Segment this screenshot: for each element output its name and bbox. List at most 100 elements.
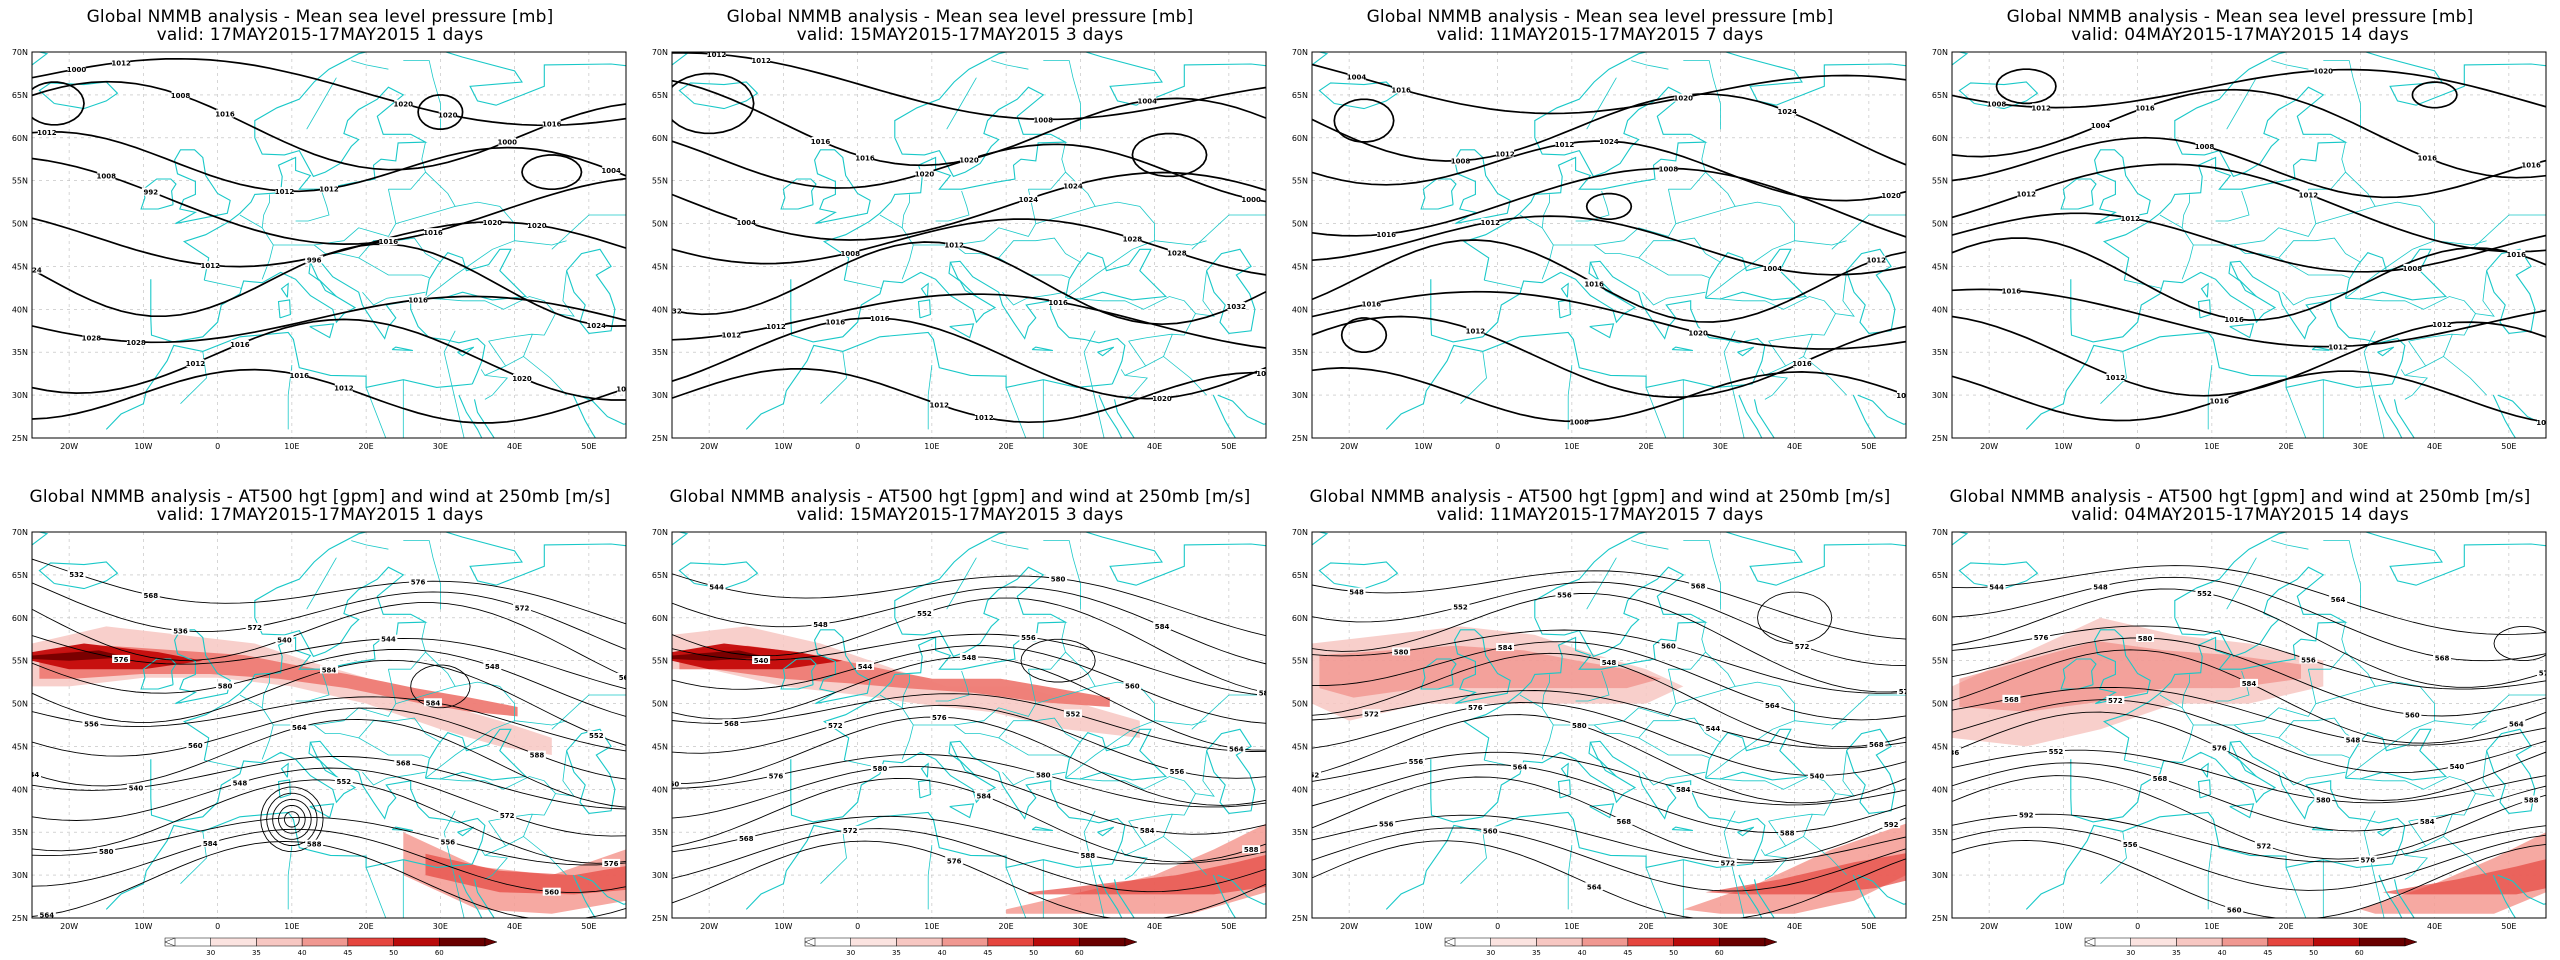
height-contour (32, 635, 626, 690)
contour-label: 572 (515, 604, 530, 612)
isobar (672, 241, 1266, 326)
contour-label-bg (2299, 655, 2318, 664)
contour-label: 576 (947, 857, 962, 865)
isobar-closed (1131, 132, 1208, 178)
coastline (2393, 399, 2415, 438)
lon-tick-label: 10E (284, 922, 299, 931)
country-border (2434, 240, 2487, 246)
contour-label-bg (737, 833, 756, 842)
contour-label-bg (1227, 301, 1246, 310)
height-contour (1312, 593, 1906, 693)
contour-label: 588 (1080, 852, 1095, 860)
contour-label-bg (1689, 328, 1708, 337)
contour-label-bg (1451, 156, 1470, 165)
country-border (365, 867, 387, 918)
colorbar-swatch (2313, 937, 2360, 947)
country-border (2315, 686, 2376, 704)
contour-label-bg (1167, 767, 1186, 776)
contour-label: 1012 (275, 188, 295, 196)
isobar-closed (2411, 81, 2458, 109)
contour-label: 540 (277, 636, 292, 644)
contour-label: 1012 (2017, 191, 2037, 199)
country-border (913, 669, 1037, 726)
coastline (444, 52, 626, 106)
country-border (1120, 820, 1147, 856)
title-line1: Global NMMB analysis - AT500 hgt [gpm] a… (29, 487, 611, 507)
map-frame (31, 531, 627, 919)
coastline (1385, 331, 1753, 430)
country-border (1154, 240, 1207, 246)
contour-label-bg (1347, 72, 1366, 81)
coastline (1852, 394, 1906, 438)
map-background (1312, 532, 1906, 918)
coastline (920, 282, 929, 298)
country-border (935, 190, 970, 222)
country-border (421, 142, 515, 299)
contour-label: 1004 (601, 167, 621, 175)
country-border (1191, 214, 1266, 250)
coastline (1589, 323, 1615, 339)
contour-label: 1012 (2031, 104, 2051, 112)
colorbar-label: 60 (1075, 949, 1084, 957)
isobar (1312, 367, 1906, 423)
country-border (295, 670, 330, 702)
contour-label: 556 (440, 838, 455, 846)
country-border (2159, 214, 2194, 280)
contour-label: 564 (2331, 596, 2346, 604)
coastline (2197, 779, 2211, 799)
coastline (1098, 874, 1123, 918)
coastline (1212, 874, 1266, 918)
height-contour (32, 602, 626, 678)
lon-tick-label: 10E (924, 922, 939, 931)
country-border (484, 375, 508, 400)
panel-mslp-7day: 70N 65N 60N 55N 50N 45N 40N 35N 30N 25N 20W 10W 0 10E… (1280, 0, 1920, 480)
country-border (1638, 717, 1721, 743)
coastline (790, 740, 1126, 865)
contour-label: 560 (1661, 642, 1676, 650)
colorbar: 30 35 40 45 50 60 (164, 937, 498, 957)
coastline (814, 149, 871, 225)
coastline (1952, 52, 1969, 66)
coastline (182, 532, 428, 761)
contour-label-bg (826, 317, 845, 326)
contour-label: 1012 (766, 323, 786, 331)
contour-label-bg (1406, 756, 1425, 765)
isobar-closed (672, 72, 755, 135)
contour-label-bg (2017, 810, 2036, 819)
country-border (2282, 291, 2346, 306)
country-border (1002, 291, 1066, 306)
height-contour (672, 693, 1266, 752)
contour-label-bg (527, 221, 546, 230)
lat-tick-label: 25N (12, 914, 28, 923)
lon-tick-label: 50E (1861, 922, 1876, 931)
height-contour (1312, 690, 1906, 749)
lon-tick-label: 20W (700, 442, 718, 451)
contour-label: 564 (1765, 702, 1780, 710)
colorbar-swatch (1079, 937, 1126, 947)
coastline (2200, 282, 2209, 298)
contour-label-bg (672, 779, 681, 788)
country-border (1080, 776, 1196, 822)
contour-label: 548 (962, 654, 977, 662)
contour-label-bg (841, 825, 860, 834)
country-border (1668, 171, 1706, 190)
coastline (140, 178, 177, 210)
contour-label: 560 (1125, 683, 1140, 691)
contour-label: 1012 (974, 414, 994, 422)
map-frame (671, 531, 1267, 919)
contour-label-bg (930, 712, 949, 721)
contour-label: 1020 (483, 219, 503, 227)
country-border (1803, 356, 1847, 396)
contour-label: 584 (2242, 680, 2257, 688)
colorbar: 30 35 40 45 50 60 (2084, 937, 2418, 957)
coastline (1462, 52, 1708, 281)
title-line1: Global NMMB analysis - Mean sea level pr… (86, 7, 554, 27)
height-contour (1952, 826, 2546, 891)
coastline (2492, 394, 2546, 438)
contour-label-bg (483, 662, 502, 671)
map-background (1312, 52, 1906, 438)
contour-label: 560 (2405, 712, 2420, 720)
colorbar-label: 40 (298, 949, 307, 957)
contour-label: 588 (530, 752, 545, 760)
lat-tick-label: 25N (1932, 434, 1948, 443)
